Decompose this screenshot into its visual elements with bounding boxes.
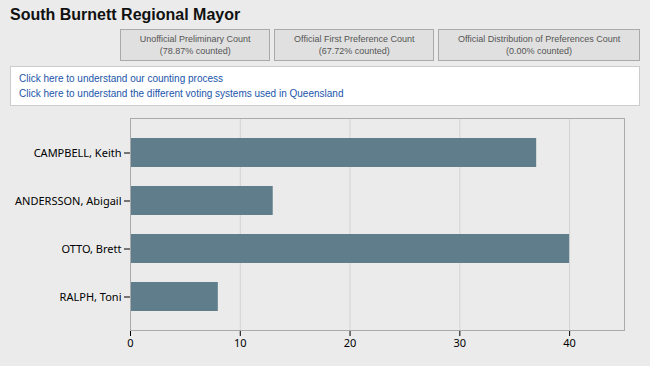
svg-text:ANDERSSON, Abigail: ANDERSSON, Abigail bbox=[15, 193, 121, 208]
svg-text:CAMPBELL, Keith: CAMPBELL, Keith bbox=[34, 145, 122, 160]
svg-text:10: 10 bbox=[234, 336, 247, 351]
svg-text:40: 40 bbox=[563, 336, 576, 351]
html-text:Click here to understand our c: Click here to understand our counting pr… bbox=[19, 73, 223, 85]
html-text:South Burnett Regional Mayor: South Burnett Regional Mayor bbox=[10, 6, 241, 23]
svg-text:0: 0 bbox=[127, 336, 133, 351]
svg-text:OTTO, Brett: OTTO, Brett bbox=[61, 241, 121, 256]
html-text:Unofficial Preliminary Count (: Unofficial Preliminary Count (78.87% cou… bbox=[139, 34, 251, 57]
svg-text:20: 20 bbox=[344, 336, 357, 351]
html-text:Official Distribution of Prefe: Official Distribution of Preferences Cou… bbox=[457, 34, 621, 57]
html-text:Official First Preference Coun: Official First Preference Count (67.72% … bbox=[294, 34, 415, 57]
html-text:Click here to understand the d: Click here to understand the different v… bbox=[19, 88, 344, 100]
svg-text:30: 30 bbox=[454, 336, 467, 351]
svg-text:RALPH, Toni: RALPH, Toni bbox=[60, 289, 122, 304]
